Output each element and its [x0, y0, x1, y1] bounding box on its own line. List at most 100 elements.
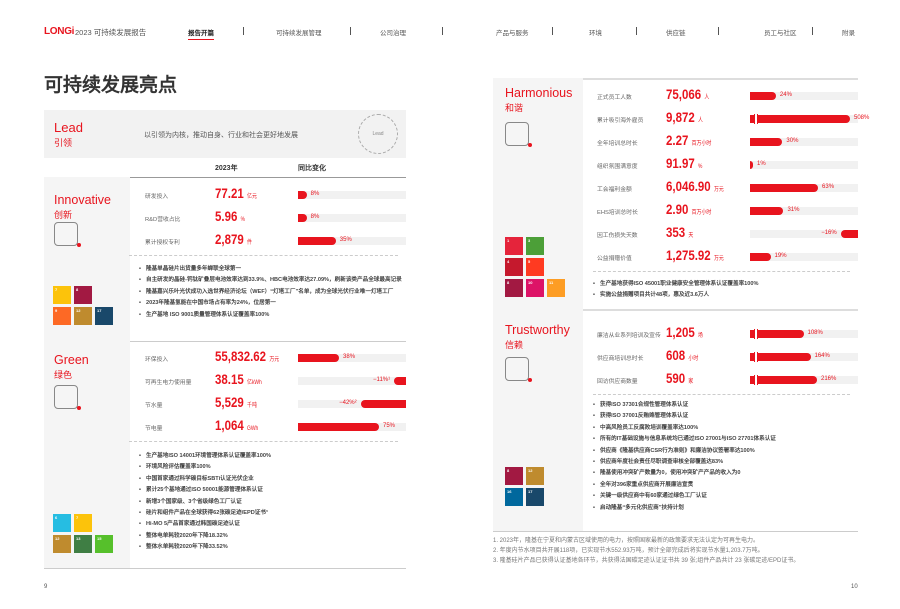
metric-value: 77.21 亿元 — [215, 185, 257, 201]
lead-banner: Lead 引领 以引领为内核，推动自身、行业和社会更好地发展 Lead — [44, 110, 406, 158]
metric-label: EHS培训总时长 — [597, 210, 638, 216]
sdg-goal-12-icon: 12 — [74, 307, 92, 325]
metric-row: 回访供应商数量 590 家 216% — [583, 369, 858, 392]
sdg-goal-16-icon: 16 — [505, 488, 523, 506]
sdg-goal-17-icon: 17 — [526, 488, 544, 506]
nav-item-0[interactable]: 报告开篇 — [188, 27, 214, 40]
metric-number: 5.96 — [215, 208, 238, 224]
change-percent: 8% — [310, 191, 320, 197]
metric-unit: 家 — [688, 379, 694, 385]
change-percent: −42%² — [339, 400, 357, 406]
metric-number: 1,064 — [215, 417, 244, 433]
metric-value: 353 天 — [666, 224, 693, 240]
sdg-goal-4-icon: 4 — [505, 258, 523, 276]
metric-value: 1,064 GWh — [215, 417, 258, 433]
change-bar-track: 24% — [750, 92, 858, 100]
nav-item-6[interactable]: 员工与社区 — [764, 30, 797, 37]
metric-value: 608 小时 — [666, 347, 698, 363]
lead-description: 以引领为内核，推动自身、行业和社会更好地发展 — [144, 132, 298, 139]
people-icon — [505, 122, 532, 147]
change-percent: 35% — [339, 237, 352, 243]
bar-break-mark — [754, 114, 758, 124]
metric-unit: 亿元 — [247, 194, 257, 200]
metric-label: 节电量 — [145, 426, 163, 432]
metric-label: 因工伤损失天数 — [597, 233, 638, 239]
nav-item-3[interactable]: 产品与服务 — [496, 30, 529, 37]
blocks-icon — [54, 222, 81, 247]
metric-row: 因工伤损失天数 353 天 −16% — [583, 223, 858, 246]
metric-unit: 场 — [698, 333, 703, 339]
nav-separator — [350, 27, 351, 35]
change-percent: 8% — [310, 214, 320, 220]
metric-number: 38.15 — [215, 371, 244, 387]
highlight-item: 整体电单耗较2020年下降18.32% — [139, 531, 271, 542]
change-bar-track: 75% — [298, 423, 406, 431]
change-bar-fill — [298, 354, 340, 362]
nav-item-5[interactable]: 供应链 — [666, 30, 686, 37]
section-title-en: Harmonious — [505, 86, 573, 100]
metric-unit: 人 — [698, 118, 703, 124]
metric-number: 590 — [666, 370, 686, 386]
metric-row: EHS培训总时长 2.90 百万小时 31% — [583, 200, 858, 223]
sdg-goal-17-icon: 17 — [95, 307, 113, 325]
metric-value: 1,205 场 — [666, 324, 703, 340]
change-percent: −16% — [821, 230, 837, 236]
nav-item-2[interactable]: 公司治理 — [380, 30, 406, 37]
nav-item-1[interactable]: 可持续发展管理 — [276, 30, 322, 37]
highlight-item: 2023年隆基氢能在中国市场占有率为24%，位居第一 — [139, 298, 402, 309]
sdg-goal-3-icon: 3 — [526, 237, 544, 255]
right-bottom-divider — [493, 531, 858, 532]
metric-label: 累计授权专利 — [145, 240, 180, 246]
section-title-en: Innovative — [54, 193, 111, 207]
change-percent: 1% — [757, 161, 766, 167]
metric-value: 55,832.62 万元 — [215, 348, 279, 364]
metric-unit: GWh — [247, 426, 259, 432]
metric-row: 可再生电力使用量 38.15 亿kWh −11%¹ — [130, 370, 406, 393]
sdg-goal-11-icon: 11 — [547, 279, 565, 297]
change-bar-fill — [298, 191, 307, 199]
sdg-goal-10-icon: 10 — [526, 279, 544, 297]
longi-logo[interactable]: LONGi — [44, 26, 75, 37]
metric-label: 廉洁从业系列培训及宣传 — [597, 333, 661, 339]
change-percent: 108% — [807, 330, 823, 336]
metric-label: 累计吸引海外雇员 — [597, 118, 644, 124]
metric-number: 608 — [666, 347, 686, 363]
highlight-list: 隆基单晶硅片出货量多年蝉联全球第一自主研发的晶硅-钙钛矿叠层电池效率达到33.9… — [139, 264, 402, 321]
header-divider — [130, 177, 406, 178]
metric-number: 1,205 — [666, 324, 695, 340]
nav-item-7[interactable]: 附录 — [842, 30, 855, 37]
section-title: Green 绿色 — [54, 353, 89, 381]
metric-number: 6,046.90 — [666, 178, 711, 194]
highlight-list: 生产基地获得ISO 45001职业健康安全管理体系认证覆盖率100%实施公益捐赠… — [593, 279, 759, 302]
dashed-divider — [129, 255, 398, 256]
change-bar-track: −11%¹ — [298, 377, 406, 385]
change-bar-track: 63% — [750, 184, 858, 192]
bar-break-mark — [754, 352, 758, 362]
sdg-goal-9-icon: 9 — [53, 307, 71, 325]
metric-number: 91.97 — [666, 155, 695, 171]
sdg-goal-12-icon: 12 — [53, 535, 71, 553]
sdg-icons: 7 8 9 12 17 — [53, 286, 113, 325]
footnote-3: 3. 隆基硅片产品已获得认证基地各环节，共获得法国碳足迹认证证书共 39 张;组… — [493, 558, 800, 564]
section-title-cn: 绿色 — [54, 370, 73, 380]
highlight-item: 关键一级供应商中有60家通过绿色工厂认证 — [593, 491, 776, 502]
page-number-left: 9 — [44, 584, 48, 590]
section-divider — [130, 341, 406, 342]
metric-row: 全年培训总时长 2.27 百万小时 30% — [583, 131, 858, 154]
dashed-divider — [593, 394, 850, 395]
highlight-item: 获得ISO 37301合规性管理体系认证 — [593, 400, 776, 411]
metric-value: 9,872 人 — [666, 109, 703, 125]
metric-label: 工会福利金额 — [597, 187, 632, 193]
nav-item-4[interactable]: 环境 — [589, 30, 602, 37]
change-percent: 164% — [814, 353, 830, 359]
column-header-year: 2023年 — [215, 165, 238, 172]
change-bar-track: −16% — [750, 230, 858, 238]
metric-value: 5.96% — [215, 208, 245, 224]
highlight-item: 硅片和组件产品在全球获得62张碳足迹/EPD证书³ — [139, 508, 271, 519]
metric-value: 2.27 百万小时 — [666, 132, 711, 148]
lead-title-cn: 引领 — [54, 138, 73, 148]
metric-unit: 小时 — [688, 356, 699, 362]
lead-title-en: Lead — [54, 120, 83, 135]
bar-break-mark — [754, 329, 758, 339]
metric-number: 9,872 — [666, 109, 695, 125]
